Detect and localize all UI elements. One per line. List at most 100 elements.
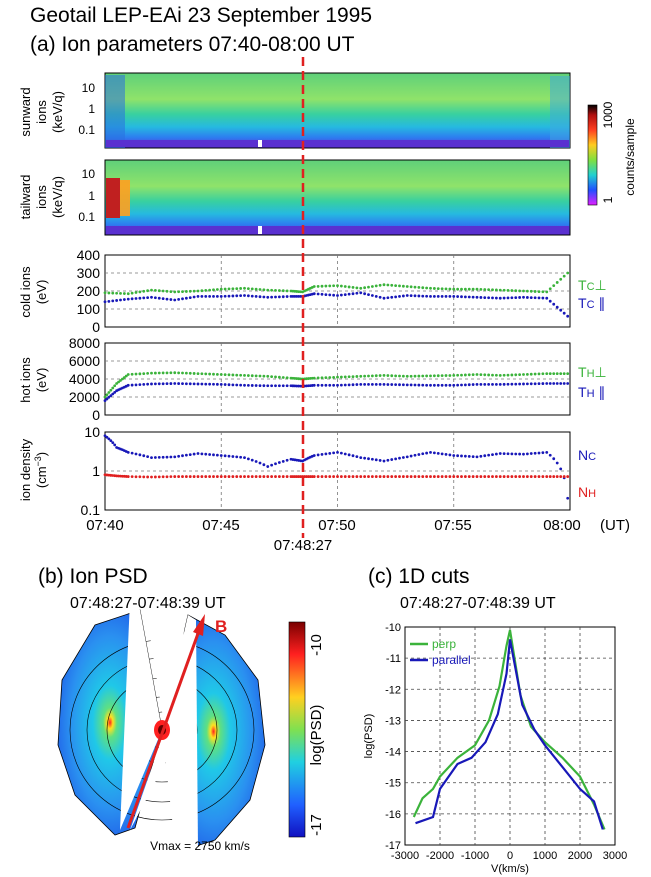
data-point <box>382 383 386 386</box>
data-point <box>475 287 479 291</box>
data-point <box>336 375 339 379</box>
data-point <box>262 295 266 299</box>
data-point <box>448 287 452 291</box>
energy-axis-sunward: 10 1 0.1 <box>78 81 95 137</box>
data-point <box>429 450 432 454</box>
data-point <box>150 382 153 386</box>
data-point <box>200 289 204 293</box>
data-point <box>204 289 208 292</box>
data-point <box>351 286 355 289</box>
data-point <box>107 437 111 441</box>
b-field-arrowhead <box>193 614 205 636</box>
data-point <box>483 288 487 291</box>
data-point <box>518 382 522 386</box>
data-point <box>343 285 347 288</box>
data-point <box>421 452 425 456</box>
data-point <box>153 382 157 386</box>
data-point <box>219 295 223 298</box>
data-point <box>405 455 409 459</box>
data-point <box>514 296 518 299</box>
data-point <box>336 294 339 297</box>
data-point <box>425 374 429 378</box>
data-point <box>153 371 157 375</box>
data-point <box>510 296 514 300</box>
data-point <box>386 383 390 386</box>
data-point <box>494 373 498 377</box>
data-point <box>254 295 258 298</box>
data-point <box>421 383 425 387</box>
data-point <box>545 290 549 294</box>
data-point <box>429 383 432 387</box>
data-point <box>103 300 107 304</box>
data-point <box>324 376 328 380</box>
data-point <box>254 384 258 387</box>
data-point <box>374 284 378 288</box>
data-point <box>398 475 401 478</box>
data-point <box>119 298 122 302</box>
data-point <box>440 374 444 378</box>
data-point <box>332 451 336 455</box>
data-point <box>343 452 347 456</box>
data-point <box>246 457 250 461</box>
data-point <box>390 295 394 299</box>
data-point <box>266 384 270 388</box>
data-point <box>246 294 250 298</box>
data-point <box>138 453 142 457</box>
data-point <box>541 296 545 300</box>
data-point <box>146 475 150 479</box>
data-point <box>401 374 405 378</box>
data-point <box>390 383 394 386</box>
data-point <box>130 383 134 387</box>
y-tick-label: -13 <box>385 715 401 727</box>
data-point <box>227 287 231 291</box>
data-point <box>223 454 227 458</box>
data-point <box>363 456 367 460</box>
panel-b-time: 07:48:27-07:48:39 UT <box>70 595 226 612</box>
data-point <box>111 291 115 295</box>
data-point <box>285 475 289 478</box>
data-point <box>432 383 436 387</box>
data-point <box>169 475 173 479</box>
data-point <box>537 290 541 293</box>
data-point <box>382 283 386 287</box>
data-point <box>161 297 165 301</box>
data-point <box>545 475 549 478</box>
data-point <box>370 285 374 288</box>
data-point <box>548 287 552 291</box>
data-point <box>401 475 405 478</box>
data-point <box>367 285 370 289</box>
data-point <box>467 287 471 291</box>
data-point <box>215 288 219 291</box>
data-point <box>204 475 208 478</box>
data-point <box>456 295 460 298</box>
data-point <box>196 295 200 298</box>
data-point <box>173 371 177 375</box>
data-point <box>165 297 169 301</box>
data-point <box>417 294 421 298</box>
data-point <box>184 475 188 478</box>
data-point <box>235 383 239 387</box>
data-point <box>494 296 498 300</box>
data-point <box>483 475 487 478</box>
data-point <box>113 384 117 388</box>
data-point <box>498 374 502 377</box>
data-point <box>518 452 522 456</box>
data-point <box>223 383 227 386</box>
data-point <box>533 451 537 455</box>
data-point <box>200 372 204 376</box>
data-point <box>270 475 274 478</box>
data-point <box>266 465 270 468</box>
data-point <box>188 475 192 478</box>
y-tick-label: 8000 <box>69 335 100 351</box>
data-point <box>555 475 559 478</box>
data-point <box>386 283 390 287</box>
data-point <box>398 374 401 378</box>
data-point <box>208 475 212 478</box>
data-point <box>111 441 115 445</box>
data-point <box>307 475 310 478</box>
data-point <box>382 475 386 478</box>
panel-a-title: (a) Ion parameters 07:40-08:00 UT <box>30 33 355 56</box>
data-point <box>448 475 452 478</box>
data-point <box>347 453 351 457</box>
